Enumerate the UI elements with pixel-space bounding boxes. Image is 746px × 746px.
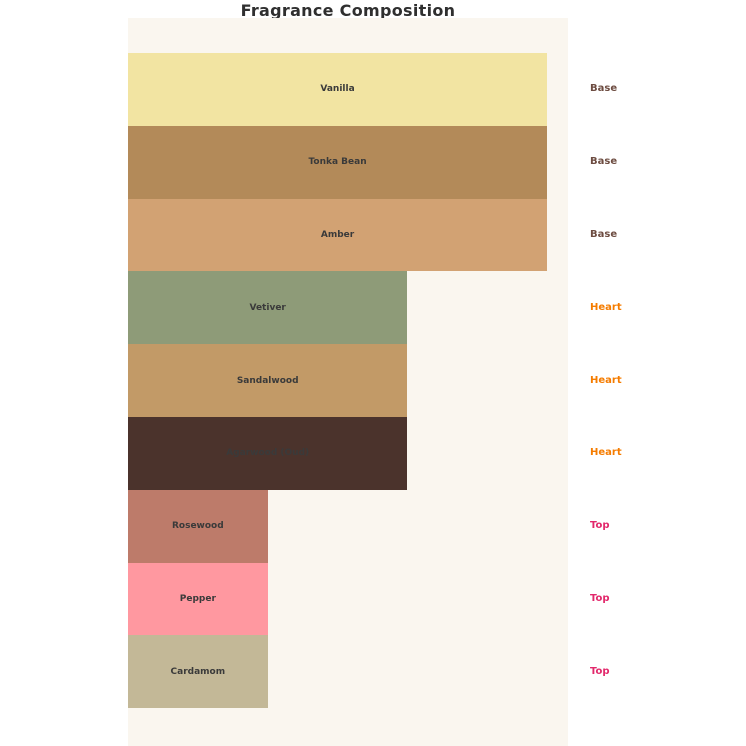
bar-label: Agarwood (Oud) bbox=[226, 448, 310, 459]
group-label: Top bbox=[590, 593, 610, 604]
bar-row: Tonka Bean bbox=[128, 125, 548, 199]
group-label: Base bbox=[590, 83, 618, 95]
bar-row: Sandalwood bbox=[128, 344, 408, 417]
bar-label: Pepper bbox=[179, 593, 216, 604]
group-label: Heart bbox=[590, 447, 622, 459]
chart-title: Fragrance Composition bbox=[240, 1, 456, 20]
bar-label: Vanilla bbox=[320, 84, 355, 95]
bar-label: Cardamom bbox=[170, 666, 226, 677]
bar-row: Rosewood bbox=[128, 489, 268, 563]
bar-row: Pepper bbox=[128, 562, 268, 636]
bar-label: Sandalwood bbox=[236, 375, 299, 386]
bar-row: Agarwood (Oud) bbox=[128, 417, 408, 490]
group-label: Heart bbox=[590, 374, 622, 386]
plot-area: Vanilla Tonka Bean Amber Vetiver Sandalwood A… bbox=[128, 18, 568, 746]
group-label: Base bbox=[590, 156, 618, 168]
bar-label: Tonka Bean bbox=[308, 157, 367, 168]
bar-label: Amber bbox=[320, 229, 355, 240]
group-label: Heart bbox=[590, 301, 622, 313]
bar-row: Vanilla bbox=[128, 53, 548, 126]
group-label: Top bbox=[590, 665, 610, 677]
bar-label: Rosewood bbox=[171, 521, 224, 532]
bar-row: Cardamom bbox=[128, 635, 268, 709]
group-label: Base bbox=[590, 229, 618, 240]
bar-label: Vetiver bbox=[249, 302, 286, 313]
group-label: Top bbox=[590, 520, 610, 532]
bar-row: Vetiver bbox=[128, 271, 408, 345]
bar-row: Amber bbox=[128, 198, 548, 272]
